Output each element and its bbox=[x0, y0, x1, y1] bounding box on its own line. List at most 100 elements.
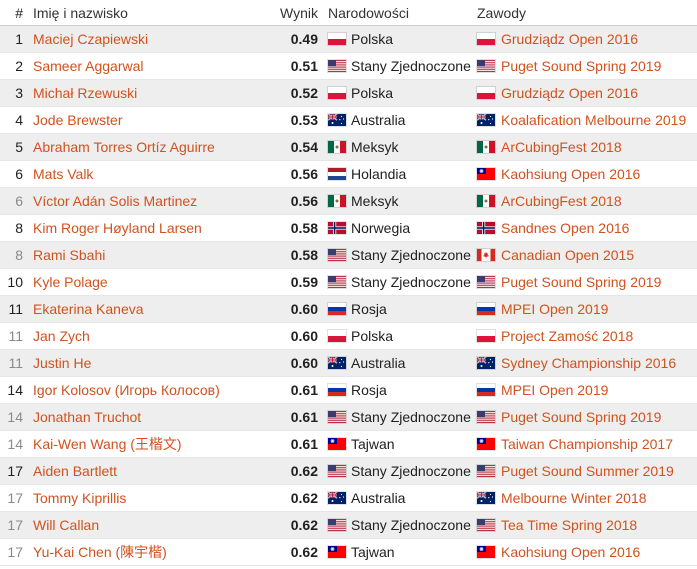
name-cell[interactable]: Yu-Kai Chen (陳宇楷) bbox=[33, 539, 167, 565]
person-link[interactable]: Yu-Kai Chen (陳宇楷) bbox=[33, 544, 167, 560]
name-cell[interactable]: Michał Rzewuski bbox=[33, 80, 137, 106]
competition-link[interactable]: Kaohsiung Open 2016 bbox=[501, 544, 641, 560]
person-link[interactable]: Jonathan Truchot bbox=[33, 409, 142, 425]
competition-link[interactable]: Koalafication Melbourne 2019 bbox=[501, 112, 687, 128]
competition-link[interactable]: Puget Sound Summer 2019 bbox=[501, 463, 674, 479]
competition-cell[interactable]: Tea Time Spring 2018 bbox=[477, 512, 637, 538]
name-cell[interactable]: Jode Brewster bbox=[33, 107, 122, 133]
competition-cell[interactable]: Puget Sound Spring 2019 bbox=[477, 269, 661, 295]
competition-link[interactable]: MPEI Open 2019 bbox=[501, 382, 609, 398]
name-cell[interactable]: Mats Valk bbox=[33, 161, 93, 187]
table-row: 6 Víctor Adán Solis Martinez 0.56 Meksyk ArC… bbox=[0, 188, 697, 215]
competition-link[interactable]: Kaohsiung Open 2016 bbox=[501, 166, 641, 182]
name-cell[interactable]: Aiden Bartlett bbox=[33, 458, 117, 484]
name-cell[interactable]: Jonathan Truchot bbox=[33, 404, 141, 430]
table-row: 11 Justin He 0.60 Australia Sydney Champions… bbox=[0, 350, 697, 377]
competition-cell[interactable]: ArCubingFest 2018 bbox=[477, 134, 622, 160]
person-link[interactable]: Igor Kolosov (Игорь Колосов) bbox=[33, 382, 220, 398]
competition-cell[interactable]: Grudziądz Open 2016 bbox=[477, 80, 638, 106]
competition-link[interactable]: Taiwan Championship 2017 bbox=[501, 436, 673, 452]
name-cell[interactable]: Sameer Aggarwal bbox=[33, 53, 144, 79]
usa-flag-icon bbox=[477, 411, 495, 423]
name-cell[interactable]: Rami Sbahi bbox=[33, 242, 105, 268]
competition-cell[interactable]: Sydney Championship 2016 bbox=[477, 350, 676, 376]
competition-link[interactable]: Melbourne Winter 2018 bbox=[501, 490, 647, 506]
nationality-cell: Australia bbox=[328, 350, 405, 376]
name-cell[interactable]: Kai-Wen Wang (王楷文) bbox=[33, 431, 182, 457]
table-row: 14 Kai-Wen Wang (王楷文) 0.61 Tajwan Taiwan Cha… bbox=[0, 431, 697, 458]
competition-link[interactable]: ArCubingFest 2018 bbox=[501, 139, 622, 155]
person-link[interactable]: Justin He bbox=[33, 355, 92, 371]
competition-cell[interactable]: Project Zamość 2018 bbox=[477, 323, 633, 349]
competition-cell[interactable]: Grudziądz Open 2016 bbox=[477, 26, 638, 52]
name-cell[interactable]: Jan Zych bbox=[33, 323, 90, 349]
australia-flag-icon bbox=[328, 492, 346, 504]
nationality-cell: Stany Zjednoczone bbox=[328, 242, 471, 268]
poland-flag-icon bbox=[477, 87, 495, 99]
person-link[interactable]: Kai-Wen Wang (王楷文) bbox=[33, 436, 182, 452]
person-link[interactable]: Kyle Polage bbox=[33, 274, 108, 290]
person-link[interactable]: Michał Rzewuski bbox=[33, 85, 138, 101]
header-competition: Zawody bbox=[477, 4, 527, 21]
person-link[interactable]: Will Callan bbox=[33, 517, 100, 533]
competition-link[interactable]: Grudziądz Open 2016 bbox=[501, 85, 638, 101]
australia-flag-icon bbox=[328, 114, 346, 126]
competition-cell[interactable]: Puget Sound Spring 2019 bbox=[477, 53, 661, 79]
rank-cell: 8 bbox=[15, 247, 23, 263]
person-link[interactable]: Jan Zych bbox=[33, 328, 90, 344]
competition-cell[interactable]: Melbourne Winter 2018 bbox=[477, 485, 647, 511]
name-cell[interactable]: Tommy Kiprillis bbox=[33, 485, 126, 511]
person-link[interactable]: Ekaterina Kaneva bbox=[33, 301, 144, 317]
competition-link[interactable]: Sandnes Open 2016 bbox=[501, 220, 630, 236]
competition-cell[interactable]: Koalafication Melbourne 2019 bbox=[477, 107, 686, 133]
name-cell[interactable]: Igor Kolosov (Игорь Колосов) bbox=[33, 377, 220, 403]
name-cell[interactable]: Maciej Czapiewski bbox=[33, 26, 148, 52]
person-link[interactable]: Sameer Aggarwal bbox=[33, 58, 144, 74]
usa-flag-icon bbox=[328, 465, 346, 477]
canada-flag-icon bbox=[477, 249, 495, 261]
result-cell: 0.58 bbox=[290, 220, 318, 236]
person-link[interactable]: Rami Sbahi bbox=[33, 247, 106, 263]
name-cell[interactable]: Will Callan bbox=[33, 512, 99, 538]
name-cell[interactable]: Kyle Polage bbox=[33, 269, 108, 295]
name-cell[interactable]: Ekaterina Kaneva bbox=[33, 296, 144, 322]
person-link[interactable]: Abraham Torres Ortíz Aguirre bbox=[33, 139, 215, 155]
name-cell[interactable]: Víctor Adán Solis Martinez bbox=[33, 188, 197, 214]
competition-cell[interactable]: Kaohsiung Open 2016 bbox=[477, 161, 640, 187]
person-link[interactable]: Maciej Czapiewski bbox=[33, 31, 149, 47]
competition-cell[interactable]: Puget Sound Spring 2019 bbox=[477, 404, 661, 430]
competition-cell[interactable]: Taiwan Championship 2017 bbox=[477, 431, 673, 457]
name-cell[interactable]: Abraham Torres Ortíz Aguirre bbox=[33, 134, 215, 160]
person-link[interactable]: Aiden Bartlett bbox=[33, 463, 118, 479]
table-row: 11 Ekaterina Kaneva 0.60 Rosja MPEI Open 201… bbox=[0, 296, 697, 323]
person-link[interactable]: Kim Roger Høyland Larsen bbox=[33, 220, 202, 236]
competition-link[interactable]: Grudziądz Open 2016 bbox=[501, 31, 638, 47]
person-link[interactable]: Mats Valk bbox=[33, 166, 94, 182]
competition-link[interactable]: Sydney Championship 2016 bbox=[501, 355, 677, 371]
competition-cell[interactable]: Canadian Open 2015 bbox=[477, 242, 634, 268]
person-link[interactable]: Víctor Adán Solis Martinez bbox=[33, 193, 198, 209]
competition-cell[interactable]: Sandnes Open 2016 bbox=[477, 215, 629, 241]
competition-link[interactable]: MPEI Open 2019 bbox=[501, 301, 609, 317]
person-link[interactable]: Tommy Kiprillis bbox=[33, 490, 127, 506]
competition-link[interactable]: Puget Sound Spring 2019 bbox=[501, 58, 662, 74]
country-name: Stany Zjednoczone bbox=[351, 463, 471, 479]
competition-link[interactable]: Puget Sound Spring 2019 bbox=[501, 409, 662, 425]
competition-link[interactable]: Canadian Open 2015 bbox=[501, 247, 635, 263]
name-cell[interactable]: Kim Roger Høyland Larsen bbox=[33, 215, 202, 241]
competition-cell[interactable]: Puget Sound Summer 2019 bbox=[477, 458, 674, 484]
competition-link[interactable]: Project Zamość 2018 bbox=[501, 328, 634, 344]
competition-link[interactable]: Puget Sound Spring 2019 bbox=[501, 274, 662, 290]
australia-flag-icon bbox=[477, 357, 495, 369]
competition-link[interactable]: Tea Time Spring 2018 bbox=[501, 517, 638, 533]
name-cell[interactable]: Justin He bbox=[33, 350, 91, 376]
competition-cell[interactable]: Kaohsiung Open 2016 bbox=[477, 539, 640, 565]
header-result: Wynik bbox=[280, 4, 318, 21]
nationality-cell: Stany Zjednoczone bbox=[328, 269, 471, 295]
competition-link[interactable]: ArCubingFest 2018 bbox=[501, 193, 622, 209]
competition-cell[interactable]: MPEI Open 2019 bbox=[477, 377, 608, 403]
competition-cell[interactable]: MPEI Open 2019 bbox=[477, 296, 608, 322]
person-link[interactable]: Jode Brewster bbox=[33, 112, 123, 128]
russia-flag-icon bbox=[477, 303, 495, 315]
competition-cell[interactable]: ArCubingFest 2018 bbox=[477, 188, 622, 214]
